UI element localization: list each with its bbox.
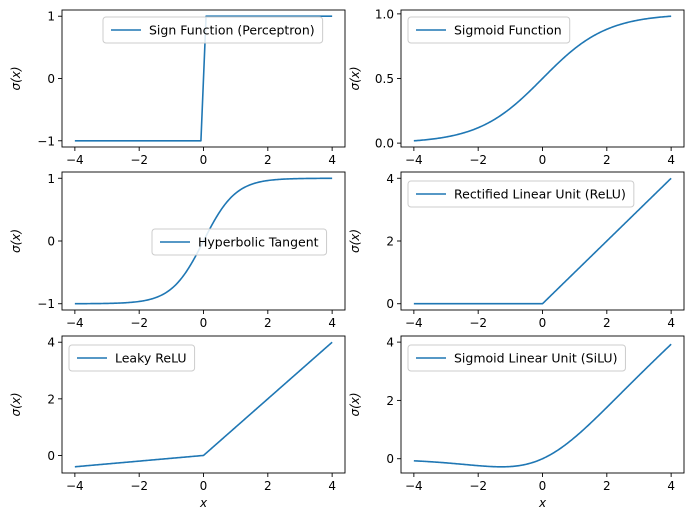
y-tick-label: 0 <box>47 235 55 249</box>
x-tick-label: 0 <box>200 316 208 330</box>
series-line <box>413 15 672 142</box>
legend-box <box>407 344 626 372</box>
y-tick-label: 0 <box>386 297 394 311</box>
legend-box <box>68 344 196 372</box>
series-line <box>74 341 333 468</box>
y-tick-label: 0 <box>47 72 55 86</box>
x-tick-label: 2 <box>264 153 272 167</box>
legend: Hyperbolic Tangent <box>151 228 328 256</box>
x-tick-label: −4 <box>405 479 423 493</box>
series-line <box>413 343 672 468</box>
x-tick-label: 4 <box>667 316 675 330</box>
y-axis-label: σ(x) <box>348 392 362 416</box>
legend-box <box>407 16 571 44</box>
y-tick-label: 4 <box>386 336 394 350</box>
legend: Sign Function (Perceptron) <box>102 16 324 44</box>
legend-box <box>151 228 328 256</box>
x-tick-label: 2 <box>603 153 611 167</box>
x-tick-label: −4 <box>405 153 423 167</box>
x-tick-label: 2 <box>603 316 611 330</box>
y-tick-label: 2 <box>386 235 394 249</box>
legend: Sigmoid Function <box>407 16 571 44</box>
legend-box <box>102 16 324 44</box>
y-axis-label: σ(x) <box>348 229 362 253</box>
x-tick-label: −2 <box>469 153 487 167</box>
subplot-6: −4 −2 0 2 4 0 2 4 σ(x) x Sigmoid Linear Unit (SiLU… <box>348 335 685 510</box>
y-axis-label: σ(x) <box>348 66 362 90</box>
x-tick-label: 2 <box>264 479 272 493</box>
y-tick-label: 0 <box>47 449 55 463</box>
y-tick-label: 0.0 <box>375 137 394 151</box>
x-tick-label: 4 <box>328 153 336 167</box>
x-tick-label: 0 <box>200 479 208 493</box>
y-tick-label: 2 <box>47 392 55 406</box>
legend: Rectified Linear Unit (ReLU) <box>407 180 635 208</box>
x-tick-label: 2 <box>264 316 272 330</box>
y-tick-label: 0 <box>386 452 394 466</box>
x-tick-label: −2 <box>130 153 148 167</box>
legend-label: Leaky ReLU <box>115 351 187 366</box>
y-tick-label: 1 <box>47 172 55 186</box>
x-tick-label: −2 <box>469 316 487 330</box>
y-tick-label: 1.0 <box>375 7 394 21</box>
x-tick-label: −4 <box>66 153 84 167</box>
x-axis-label: x <box>199 496 208 510</box>
y-tick-label: 0.5 <box>375 72 394 86</box>
x-axis-label: x <box>538 496 547 510</box>
legend: Sigmoid Linear Unit (SiLU) <box>407 344 626 372</box>
legend-label: Sigmoid Linear Unit (SiLU) <box>454 351 617 366</box>
legend-label: Sign Function (Perceptron) <box>149 23 315 38</box>
y-tick-label: −1 <box>37 297 55 311</box>
x-tick-label: 4 <box>328 316 336 330</box>
subplot-5: −4 −2 0 2 4 0 2 4 σ(x) x Leaky ReLU <box>9 335 346 510</box>
legend-label: Hyperbolic Tangent <box>198 235 319 250</box>
legend: Leaky ReLU <box>68 344 196 372</box>
y-axis-label: σ(x) <box>9 392 23 416</box>
series-line <box>413 177 672 305</box>
y-axis-label: σ(x) <box>9 229 23 253</box>
x-tick-label: 4 <box>667 479 675 493</box>
subplot-4: −4 −2 0 2 4 0 2 4 σ(x) Rectified Linear Unit (ReL… <box>348 171 685 330</box>
x-tick-label: 0 <box>539 316 547 330</box>
subplot-3: −4 −2 0 2 4 −1 0 1 σ(x) Hyperbolic Tangent <box>9 171 346 330</box>
x-tick-label: −2 <box>469 479 487 493</box>
legend-box <box>407 180 635 208</box>
x-tick-label: −2 <box>130 479 148 493</box>
subplot-2: −4 −2 0 2 4 0.0 0.5 1.0 σ(x) Sigmoid Function <box>348 7 685 167</box>
y-tick-label: 1 <box>47 10 55 24</box>
x-tick-label: −2 <box>130 316 148 330</box>
y-tick-label: 4 <box>47 336 55 350</box>
y-tick-label: 2 <box>386 394 394 408</box>
x-tick-label: 0 <box>539 153 547 167</box>
x-tick-label: 4 <box>667 153 675 167</box>
legend-label: Sigmoid Function <box>454 23 562 38</box>
x-tick-label: −4 <box>66 316 84 330</box>
y-tick-label: 4 <box>386 172 394 186</box>
y-tick-label: −1 <box>37 134 55 148</box>
y-axis-label: σ(x) <box>9 66 23 90</box>
x-tick-label: −4 <box>66 479 84 493</box>
x-tick-label: 0 <box>200 153 208 167</box>
x-tick-label: 0 <box>539 479 547 493</box>
subplot-1: −4 −2 0 2 4 −1 0 1 σ(x) Sign Function (Perceptron… <box>9 9 346 167</box>
legend-label: Rectified Linear Unit (ReLU) <box>454 187 626 202</box>
series-line <box>74 15 333 142</box>
x-tick-label: 4 <box>328 479 336 493</box>
x-tick-label: 2 <box>603 479 611 493</box>
x-tick-label: −4 <box>405 316 423 330</box>
